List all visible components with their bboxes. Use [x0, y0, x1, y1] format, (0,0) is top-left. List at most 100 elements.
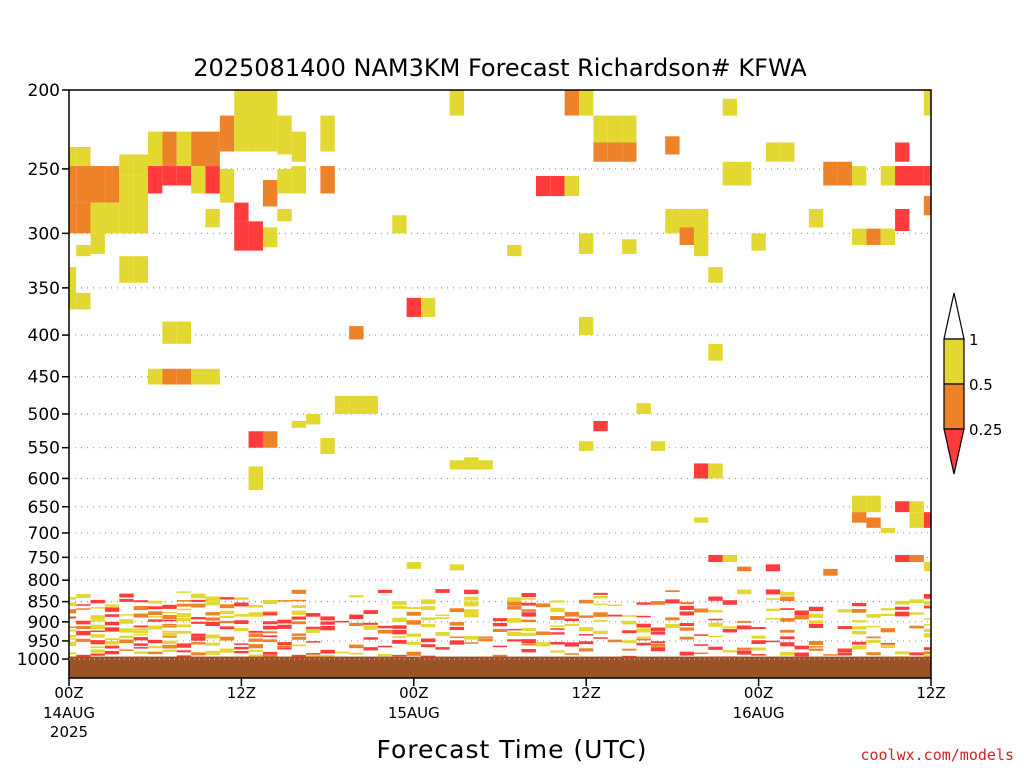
boundary-layer-cell: [693, 634, 709, 636]
boundary-layer-cell: [636, 623, 651, 628]
boundary-layer-cell: [420, 644, 436, 648]
boundary-layer-cell: [837, 648, 852, 653]
boundary-layer-cell: [191, 652, 206, 656]
boundary-layer-cell: [650, 641, 666, 644]
boundary-layer-cell: [176, 603, 192, 607]
boundary-layer-cell: [478, 638, 493, 642]
boundary-layer-cell: [320, 625, 335, 631]
boundary-layer-cell: [148, 606, 163, 610]
ri-cell: [708, 343, 723, 361]
boundary-layer-cell: [363, 625, 378, 630]
boundary-layer-cell: [90, 599, 105, 604]
ri-cell: [550, 175, 565, 197]
ri-cell: [737, 566, 752, 572]
ri-cell: [306, 413, 321, 425]
boundary-layer-cell: [679, 636, 694, 640]
boundary-layer-cell: [837, 609, 852, 613]
boundary-layer-cell: [176, 655, 192, 658]
boundary-layer-cell: [737, 589, 752, 595]
boundary-layer-cell: [69, 626, 77, 629]
y-tick-label: 200: [28, 81, 60, 101]
ri-cell: [622, 239, 637, 254]
x-tick-date: 14AUG: [43, 704, 95, 722]
boundary-layer-cell: [420, 606, 436, 611]
boundary-layer-cell: [693, 644, 709, 646]
boundary-layer-cell: [76, 604, 91, 606]
boundary-layer-cell: [751, 627, 766, 630]
ri-cell: [234, 115, 249, 152]
ri-cell: [234, 90, 249, 116]
boundary-layer-cell: [162, 632, 177, 636]
boundary-layer-cell: [622, 640, 637, 644]
boundary-layer-cell: [866, 639, 881, 643]
boundary-layer-cell: [133, 647, 149, 649]
boundary-layer-cell: [148, 651, 163, 655]
boundary-layer-cell: [492, 628, 508, 633]
boundary-layer-cell: [191, 633, 206, 637]
boundary-layer-cell: [851, 631, 867, 635]
boundary-layer-cell: [219, 597, 235, 600]
boundary-layer-cell: [579, 641, 594, 645]
boundary-layer-cell: [449, 626, 465, 631]
boundary-layer-cell: [579, 627, 594, 632]
ri-cell: [693, 517, 709, 523]
boundary-layer-cell: [262, 651, 278, 655]
boundary-layer-cell: [780, 636, 795, 640]
y-tick-label: 450: [28, 368, 60, 388]
boundary-layer-cell: [205, 601, 220, 606]
boundary-layer-cell: [650, 627, 666, 631]
boundary-layer-cell: [148, 600, 163, 604]
y-tick-label: 350: [28, 279, 60, 299]
ri-cell: [823, 161, 838, 186]
ri-cell: [693, 463, 709, 479]
boundary-layer-cell: [234, 651, 249, 654]
boundary-layer-cell: [507, 601, 522, 606]
boundary-layer-cell: [104, 638, 120, 641]
ri-cell: [291, 131, 307, 162]
boundary-layer-cell: [104, 651, 120, 655]
boundary-layer-cell: [895, 606, 910, 610]
boundary-layer-cell: [923, 618, 931, 620]
boundary-layer-cell: [291, 616, 307, 620]
ri-cell: [722, 98, 738, 116]
boundary-layer-cell: [780, 651, 795, 656]
ri-cell: [622, 142, 637, 162]
boundary-layer-cell: [765, 617, 781, 620]
boundary-layer-cell: [69, 609, 77, 614]
boundary-layer-cell: [205, 612, 220, 616]
boundary-layer-cell: [909, 625, 924, 629]
boundary-layer-cell: [737, 647, 752, 650]
boundary-layer-cell: [636, 642, 651, 646]
boundary-layer-cell: [507, 606, 522, 610]
ri-cell: [650, 441, 666, 451]
ri-cell: [76, 147, 91, 167]
ri-cell: [579, 233, 594, 254]
boundary-layer-cell: [76, 630, 91, 636]
ri-cell: [133, 154, 149, 176]
boundary-layer-cell: [291, 599, 307, 602]
ri-cell: [449, 90, 465, 116]
boundary-layer-cell: [622, 615, 637, 617]
ri-cell: [880, 527, 896, 533]
boundary-layer-cell: [808, 646, 824, 648]
ri-cell: [191, 368, 206, 385]
boundary-layer-cell: [248, 654, 263, 659]
boundary-layer-cell: [851, 609, 867, 613]
boundary-layer-cell: [162, 614, 177, 620]
boundary-layer-cell: [593, 603, 608, 606]
ri-cell: [162, 166, 177, 186]
boundary-layer-cell: [923, 628, 931, 633]
boundary-layer-cell: [277, 619, 292, 624]
boundary-layer-cell: [895, 600, 910, 605]
colorbar-band-yellow: [943, 338, 965, 385]
boundary-layer-cell: [104, 627, 120, 632]
boundary-layer-cell: [162, 630, 177, 633]
ri-cell: [564, 90, 580, 116]
ri-cell: [133, 256, 149, 283]
boundary-layer-cell: [751, 647, 766, 651]
boundary-layer-cell: [708, 646, 723, 650]
boundary-layer-cell: [119, 619, 134, 624]
boundary-layer-cell: [205, 634, 220, 639]
ri-cell: [564, 175, 580, 197]
